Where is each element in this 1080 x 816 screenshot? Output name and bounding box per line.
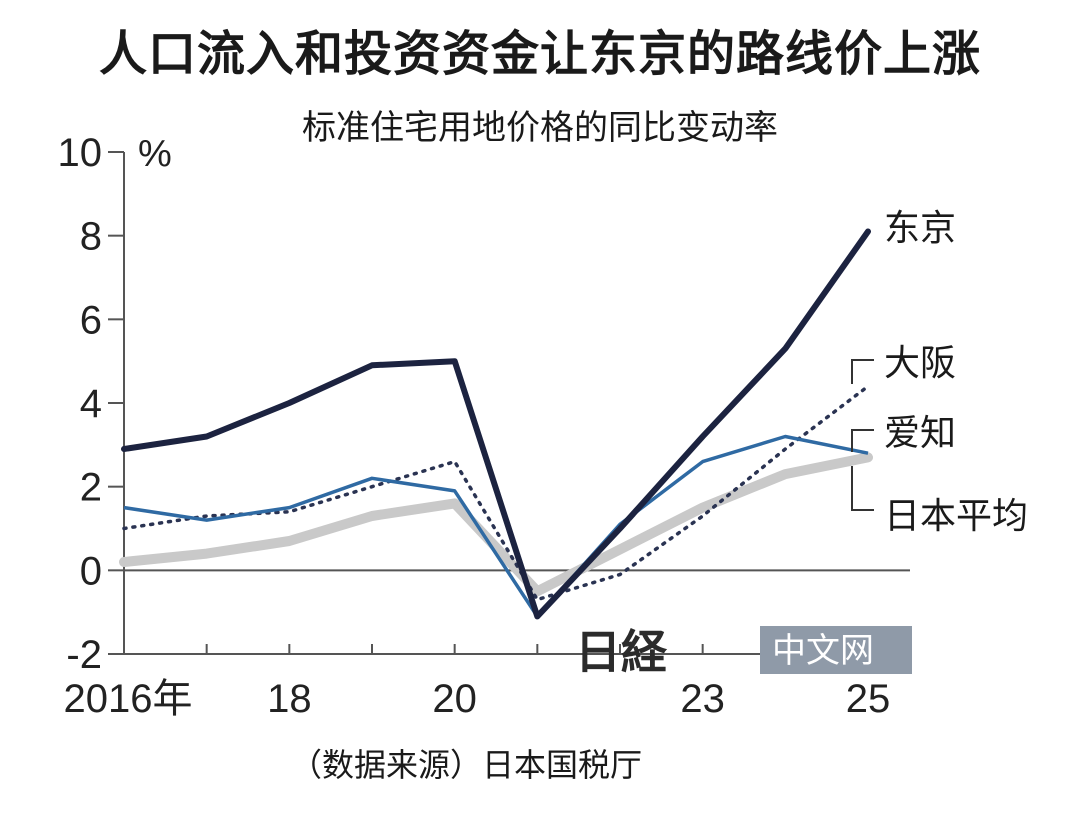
leader-line [851,429,874,452]
series-label: 爱知 [884,413,956,454]
series-label: 东京 [884,208,956,249]
y-tick-label: 10 [58,131,103,175]
y-axis-unit: % [138,133,172,175]
x-tick-label: 18 [267,677,312,721]
series-line-爱知 [123,434,869,619]
watermark-badge [760,626,912,674]
watermark-jp-text: 日経 [575,625,668,679]
series-label: 大阪 [884,343,956,384]
data-source: （数据来源）日本国税厅 [290,746,643,784]
series-line-日本平均 [119,452,873,597]
leader-line [851,466,874,511]
chart-title: 人口流入和投资资金让东京的路线价上涨 [98,26,981,82]
y-tick-label: -2 [66,633,102,677]
x-tick-label: 2016年 [64,677,193,721]
y-tick-label: 0 [80,549,102,593]
y-tick-label: 2 [80,466,102,510]
series-layer [119,228,873,620]
watermark-cn-text: 中文网 [772,631,874,671]
chart-subtitle: 标准住宅用地价格的同比变动率 [302,108,778,148]
watermark-logo: 日経 中文网 [575,625,912,679]
x-tick-label: 20 [432,677,477,721]
series-line-东京 [121,228,871,620]
leader-line [851,359,874,384]
y-tick-label: 4 [80,382,102,426]
y-tick-label: 6 [80,298,102,342]
x-tick-label: 23 [680,677,725,721]
x-tick-label: 25 [846,677,891,721]
y-tick-label: 8 [80,215,102,259]
series-label: 日本平均 [884,496,1028,537]
